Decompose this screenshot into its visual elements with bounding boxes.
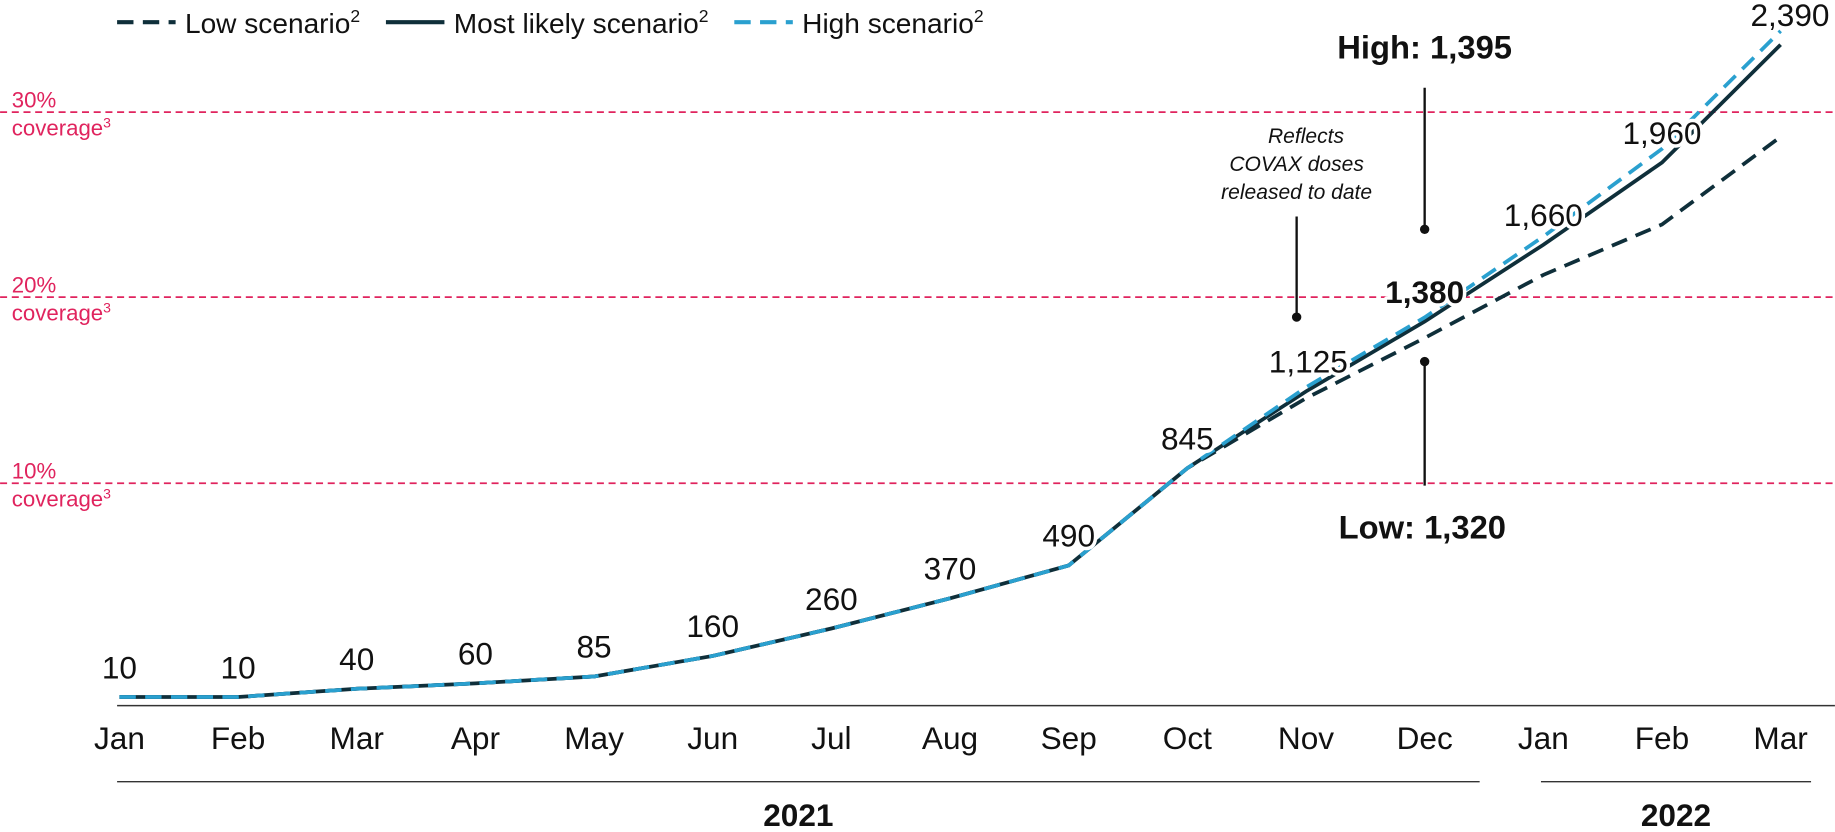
legend-label: Low scenario2 bbox=[185, 6, 360, 39]
x-tick-label: Jul bbox=[811, 720, 851, 756]
reference-footnote: 3 bbox=[103, 114, 111, 130]
x-tick-label: Jun bbox=[687, 720, 738, 756]
data-label: 1,660 bbox=[1504, 197, 1583, 233]
year-label: 2022 bbox=[1641, 797, 1711, 832]
x-tick-label: Mar bbox=[1753, 720, 1807, 756]
legend-name: Low scenario bbox=[185, 8, 350, 39]
reference-footnote: 3 bbox=[103, 485, 111, 501]
annotation-note: Reflects bbox=[1268, 125, 1345, 148]
legend-name: Most likely scenario bbox=[454, 8, 699, 39]
legend-footnote: 2 bbox=[974, 6, 984, 26]
legend-label: Most likely scenario2 bbox=[454, 6, 709, 39]
x-tick-label: Oct bbox=[1163, 720, 1212, 756]
x-tick-label: Apr bbox=[451, 720, 500, 756]
reference-label: 30% bbox=[12, 87, 56, 112]
legend-footnote: 2 bbox=[350, 6, 360, 26]
x-tick-label: Feb bbox=[1635, 720, 1689, 756]
x-tick-label: Aug bbox=[922, 720, 978, 756]
reference-sublabel-text: coverage bbox=[12, 116, 103, 141]
legend-footnote: 2 bbox=[699, 6, 709, 26]
reference-label: 20% bbox=[12, 272, 56, 297]
reference-sublabel-text: coverage bbox=[12, 301, 103, 326]
x-tick-label: Jan bbox=[1518, 720, 1569, 756]
data-label: 160 bbox=[686, 608, 739, 644]
x-tick-label: Dec bbox=[1397, 720, 1453, 756]
annotation-note: released to date bbox=[1221, 181, 1372, 204]
legend-label: High scenario2 bbox=[802, 6, 983, 39]
annotation-low: Low: 1,320 bbox=[1339, 508, 1506, 545]
line-2 bbox=[119, 29, 1782, 699]
annotation-note: COVAX doses bbox=[1229, 153, 1364, 176]
x-tick-label: Mar bbox=[330, 720, 384, 756]
data-label: 2,390 bbox=[1750, 0, 1829, 33]
year-label: 2021 bbox=[763, 797, 833, 832]
reference-sublabel: coverage3 bbox=[12, 114, 111, 140]
data-label: 85 bbox=[576, 629, 611, 665]
annotation-high: High: 1,395 bbox=[1337, 29, 1512, 66]
x-tick-label: Jan bbox=[94, 720, 145, 756]
x-tick-label: Feb bbox=[211, 720, 265, 756]
reference-sublabel-text: coverage bbox=[12, 487, 103, 512]
reference-sublabel: coverage3 bbox=[12, 485, 111, 511]
legend-name: High scenario bbox=[802, 8, 974, 39]
data-label: 845 bbox=[1161, 420, 1214, 456]
reference-footnote: 3 bbox=[103, 299, 111, 315]
x-tick-label: Nov bbox=[1278, 720, 1334, 756]
data-label: 10 bbox=[102, 649, 137, 685]
data-label: 40 bbox=[339, 641, 374, 677]
data-label: 370 bbox=[924, 551, 977, 587]
annotation-dot bbox=[1291, 312, 1302, 322]
reference-label: 10% bbox=[12, 459, 56, 484]
annotation-dot bbox=[1419, 224, 1430, 235]
data-label: 260 bbox=[805, 581, 858, 617]
data-label: 490 bbox=[1042, 518, 1095, 554]
data-label: 1,380 bbox=[1385, 274, 1464, 310]
data-label: 1,960 bbox=[1622, 115, 1701, 151]
x-tick-label: Sep bbox=[1041, 720, 1097, 756]
x-tick-label: May bbox=[564, 720, 624, 756]
annotation-dot bbox=[1419, 356, 1430, 367]
data-label: 10 bbox=[221, 649, 256, 685]
data-label: 60 bbox=[458, 636, 493, 672]
reference-sublabel: coverage3 bbox=[12, 299, 111, 325]
data-label: 1,125 bbox=[1269, 344, 1348, 380]
